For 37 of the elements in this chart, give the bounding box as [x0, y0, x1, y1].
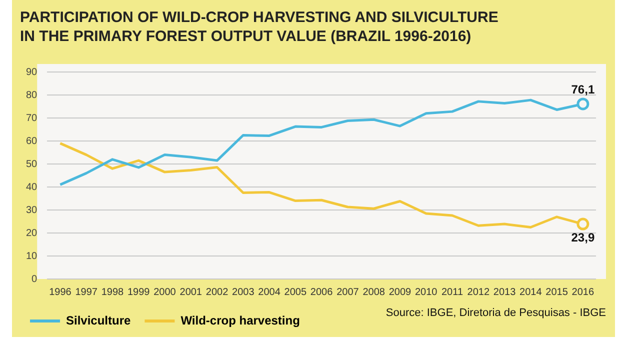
x-tick-label: 1999 [127, 286, 150, 298]
x-tick-label: 2004 [258, 286, 281, 298]
y-tick-label: 20 [26, 228, 38, 239]
data-label: 76,1 [571, 82, 595, 96]
x-tick-label: 2010 [414, 286, 438, 298]
y-tick-label: 0 [32, 274, 38, 285]
y-tick-label: 60 [26, 136, 38, 147]
x-tick-label: 1998 [101, 286, 124, 298]
x-tick-label: 2016 [572, 286, 594, 298]
x-tick-label: 2003 [232, 286, 255, 298]
y-tick-label: 50 [26, 158, 38, 170]
data-label: 23,9 [571, 230, 595, 244]
x-tick-label: 2006 [310, 286, 334, 298]
x-tick-label: 2008 [362, 286, 386, 298]
y-tick-label: 80 [26, 90, 38, 101]
legend-label: Silviculture [66, 313, 132, 328]
x-tick-label: 1996 [49, 286, 72, 298]
x-tick-label: 2002 [206, 286, 229, 298]
source-note: Source: IBGE, Diretoria de Pesquisas - IBGE [386, 307, 606, 319]
y-tick-label: 70 [26, 112, 38, 124]
x-tick-label: 2012 [467, 286, 490, 298]
x-tick-label: 2015 [546, 286, 568, 298]
x-tick-label: 2005 [284, 286, 307, 298]
x-tick-label: 2013 [493, 286, 516, 298]
x-tick-label: 2009 [388, 286, 412, 298]
x-tick-label: 2007 [336, 286, 360, 298]
x-tick-label: 1997 [75, 286, 98, 298]
x-tick-label: 2000 [154, 286, 176, 298]
y-tick-label: 40 [26, 182, 38, 193]
legend-label: Wild-crop harvesting [180, 313, 300, 328]
x-tick-label: 2011 [441, 286, 464, 298]
y-tick-label: 90 [26, 66, 38, 78]
y-tick-label: 30 [26, 204, 38, 216]
chart-title: PARTICIPATION OF WILD-CROP HARVESTING AND SILVICULTURE IN THE PRIMARY FOREST OUTPUT VALUE (BRAZIL 1996-2016) [20, 8, 498, 46]
y-tick-label: 10 [26, 250, 38, 262]
x-tick-label: 2014 [520, 286, 542, 298]
x-tick-label: 2001 [180, 286, 202, 298]
